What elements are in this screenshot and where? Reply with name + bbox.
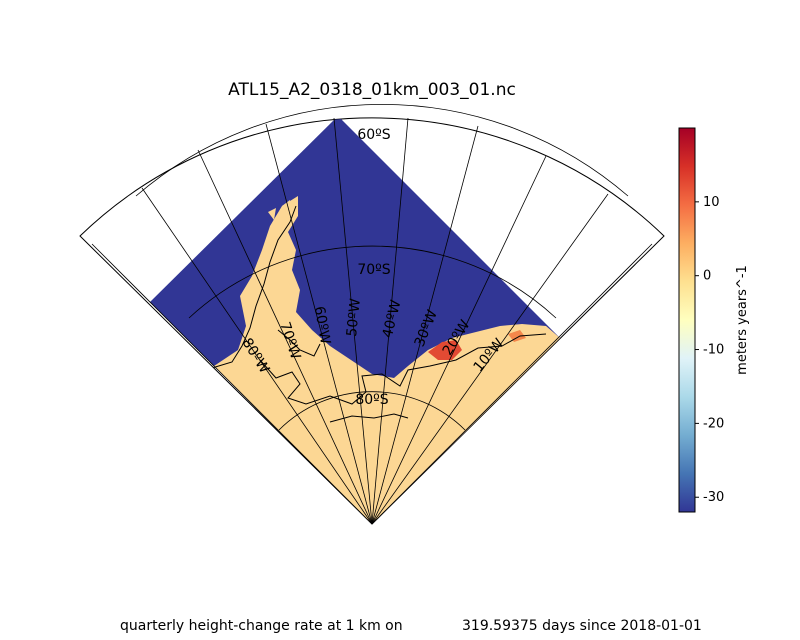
meridian-10w (371, 193, 609, 525)
island (244, 294, 250, 302)
lat-label-60s: 60ºS (357, 127, 390, 143)
colorbar-label: meters years^-1 (735, 265, 750, 375)
colorbar (678, 127, 696, 513)
meridian-70w (197, 149, 373, 525)
colorbar-tick-label: -10 (703, 343, 724, 358)
colorbar-tick-label: -20 (703, 416, 724, 431)
colorbar-tick-label: -30 (703, 490, 724, 505)
parallel-60s (135, 103, 629, 197)
grounding-line (211, 205, 547, 423)
footer: quarterly height-change rate at 1 km on … (0, 618, 800, 638)
graticule (91, 103, 653, 525)
meridian-30w (371, 125, 479, 525)
ice-region (214, 196, 560, 524)
footer-caption: quarterly height-change rate at 1 km on (120, 618, 403, 634)
meridian-0 (371, 243, 653, 525)
map-data-layer (150, 117, 560, 524)
island (268, 208, 276, 220)
map-title: ATL15_A2_0318_01km_003_01.nc (228, 80, 516, 100)
meridian-90w (91, 243, 373, 525)
island (252, 290, 262, 304)
meridian-50w (333, 117, 373, 525)
meridian-20w (371, 155, 547, 525)
meridian-80w (141, 187, 373, 525)
colorbar-tick-label: 0 (703, 269, 711, 284)
meridian-60w (265, 123, 373, 525)
parallel-70s (188, 245, 557, 319)
lon-label-60w: 60ºW (311, 305, 333, 346)
melt-anomaly (428, 340, 462, 360)
meridian-40w (371, 117, 409, 525)
colorbar-ticks: 10 0 -10 -20 -30 (695, 195, 724, 505)
lat-label-70s: 70ºS (357, 262, 390, 278)
lat-label-80s: 80ºS (355, 392, 388, 408)
colorbar-tick-label: 10 (703, 195, 720, 210)
melt-anomaly-small (508, 330, 526, 342)
parallel-80s (278, 391, 466, 431)
footer-time: 319.59375 days since 2018-01-01 (462, 618, 702, 634)
lon-label-50w: 50ºW (344, 298, 364, 338)
